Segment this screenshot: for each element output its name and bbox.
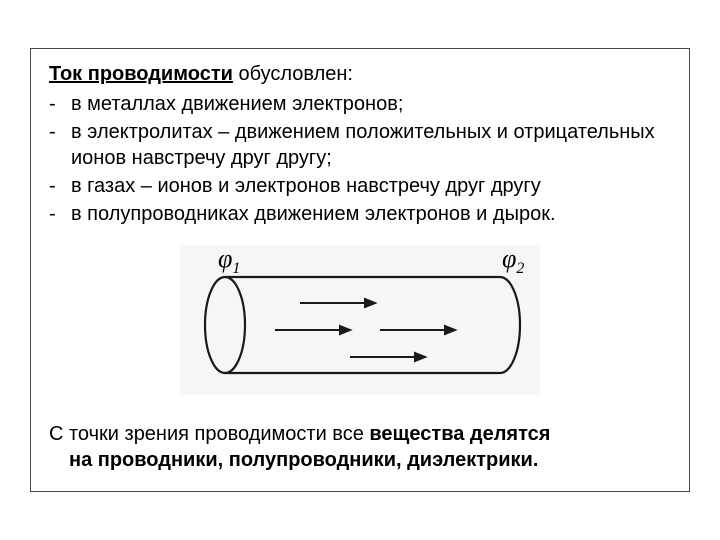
bullet-dash: - [49, 201, 71, 227]
bullet-text: в электролитах – движением положительных… [71, 119, 671, 171]
heading-term: Ток проводимости [49, 63, 233, 85]
cylinder-diagram: φ1 φ2 [49, 245, 671, 395]
bullet-text: в металлах движением электронов; [71, 91, 671, 117]
bullet-item: - в металлах движением электронов; [49, 91, 671, 117]
conclusion: С точки зрения проводимости все вещества… [49, 421, 671, 473]
conclusion-plain: С точки зрения проводимости все [49, 423, 369, 445]
heading-rest: обусловлен: [233, 63, 353, 85]
bullet-item: - в электролитах – движением положительн… [49, 119, 671, 171]
bullet-item: - в газах – ионов и электронов навстречу… [49, 173, 671, 199]
bullet-text: в полупроводниках движением электронов и… [71, 201, 671, 227]
cylinder-svg: φ1 φ2 [180, 245, 540, 395]
bullet-dash: - [49, 91, 71, 117]
conclusion-bold-1: вещества делятся [369, 423, 550, 445]
conclusion-bold-2: на проводники, полупроводники, диэлектри… [49, 447, 671, 473]
phi2-sub: 2 [516, 260, 524, 277]
phi1-symbol: φ [218, 245, 232, 273]
phi1-sub: 1 [232, 260, 240, 277]
phi2-symbol: φ [502, 245, 516, 273]
heading: Ток проводимости обусловлен: [49, 61, 671, 87]
bullet-text: в газах – ионов и электронов навстречу д… [71, 173, 671, 199]
bullet-item: - в полупроводниках движением электронов… [49, 201, 671, 227]
slide-frame: Ток проводимости обусловлен: - в металла… [30, 48, 690, 492]
bullet-dash: - [49, 173, 71, 199]
bullet-dash: - [49, 119, 71, 171]
